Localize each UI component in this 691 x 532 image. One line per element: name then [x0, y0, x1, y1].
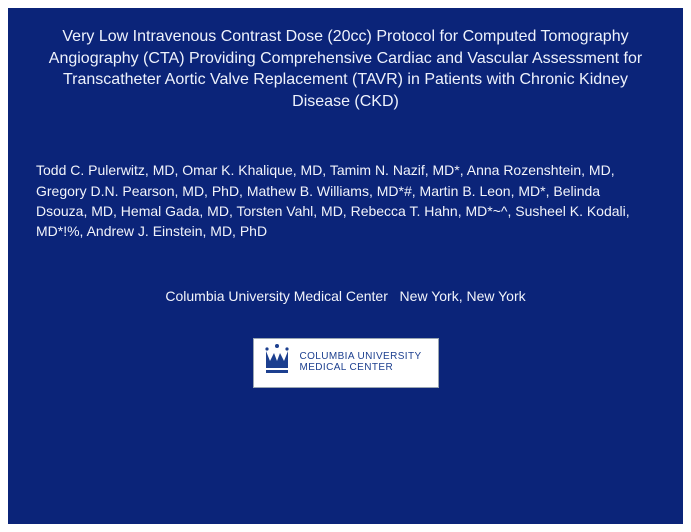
- logo-container: COLUMBIA UNIVERSITY MEDICAL CENTER: [36, 338, 655, 388]
- logo-text: COLUMBIA UNIVERSITY MEDICAL CENTER: [300, 352, 422, 373]
- logo-line1: COLUMBIA UNIVERSITY: [300, 352, 422, 363]
- slide-container: Very Low Intravenous Contrast Dose (20cc…: [0, 0, 691, 532]
- title-slide: Very Low Intravenous Contrast Dose (20cc…: [8, 8, 683, 524]
- affiliation-line: Columbia University Medical Center New Y…: [36, 288, 655, 304]
- logo-line2: MEDICAL CENTER: [300, 363, 422, 374]
- slide-title: Very Low Intravenous Contrast Dose (20cc…: [36, 26, 655, 112]
- author-list: Todd C. Pulerwitz, MD, Omar K. Khalique,…: [36, 160, 655, 241]
- institution-logo: COLUMBIA UNIVERSITY MEDICAL CENTER: [253, 338, 439, 388]
- crown-icon: [262, 343, 292, 382]
